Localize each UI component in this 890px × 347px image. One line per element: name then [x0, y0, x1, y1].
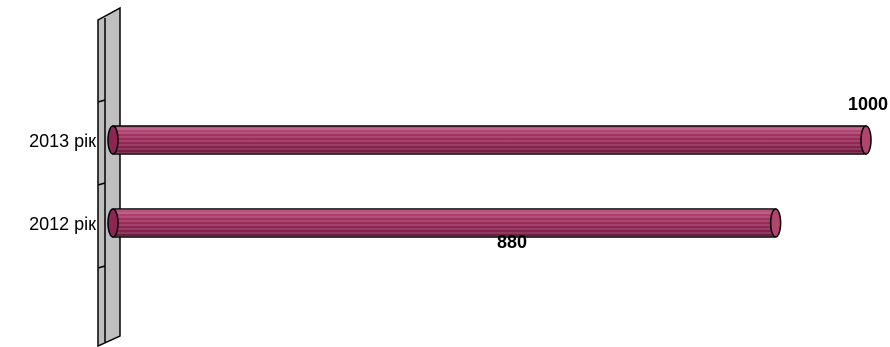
category-label-2013: 2013 рік	[29, 131, 96, 151]
bar-2012	[107, 208, 782, 238]
bar-2013	[107, 125, 872, 155]
value-label-2013: 1000	[848, 94, 888, 114]
value-label-2012: 880	[497, 232, 527, 252]
axis-ticks	[97, 99, 106, 269]
axis-wall	[97, 6, 121, 347]
category-label-2012: 2012 рік	[29, 214, 96, 234]
bars-layer	[107, 125, 872, 238]
